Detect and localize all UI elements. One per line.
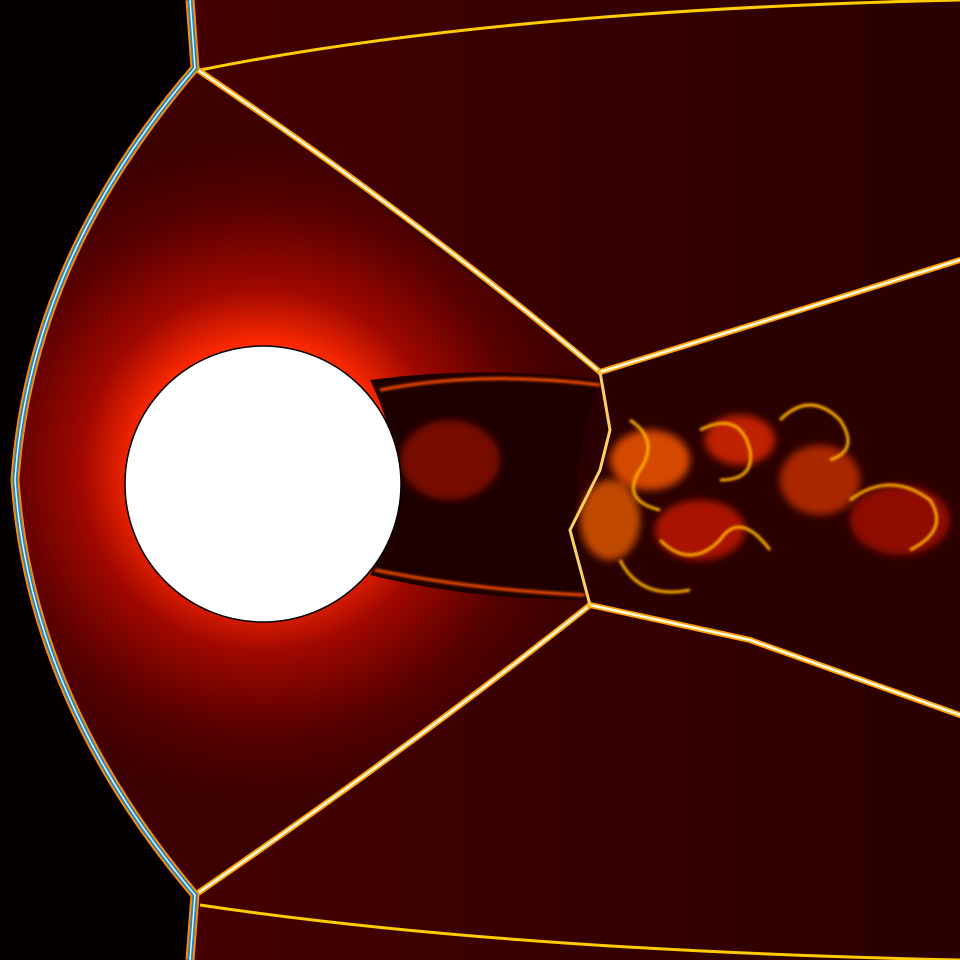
shear-layer <box>199 0 960 72</box>
filament <box>699 421 753 482</box>
vortex <box>610 430 690 490</box>
turbulence <box>400 415 950 560</box>
filament <box>374 568 586 597</box>
vortex <box>850 485 950 555</box>
mach-stem <box>568 370 612 607</box>
wake-region <box>577 260 960 715</box>
vortex <box>580 480 640 560</box>
vortex-filaments <box>374 377 939 597</box>
vortex <box>655 500 745 560</box>
filament <box>849 483 939 552</box>
shear-layer <box>199 903 960 960</box>
bow-shock <box>10 0 200 960</box>
filament <box>629 418 661 512</box>
vortex <box>780 445 860 515</box>
cylinder <box>124 345 402 623</box>
shock <box>598 258 960 374</box>
vortex <box>705 415 775 465</box>
filament <box>379 377 601 392</box>
reflected-shocks <box>192 65 960 898</box>
filament <box>778 403 850 462</box>
shock <box>193 603 592 897</box>
shock <box>193 66 602 374</box>
bow-shock-highlight <box>14 0 196 960</box>
shock <box>588 603 960 717</box>
vortex <box>400 420 500 500</box>
filament <box>618 559 691 594</box>
filament <box>658 525 772 557</box>
